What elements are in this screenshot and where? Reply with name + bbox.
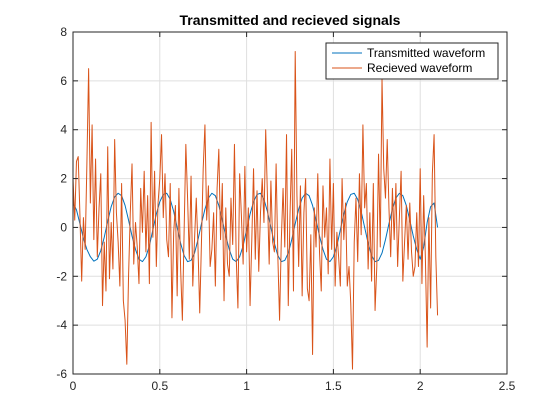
y-tick-label: 6 [60,74,67,88]
legend-label: Recieved waveform [367,61,472,75]
axes [72,31,508,375]
series-line-received [72,51,439,370]
legend-box [325,42,499,80]
y-tick-label: -2 [56,269,67,283]
y-tick-label: -4 [56,318,67,332]
y-tick-label: 8 [60,25,67,39]
x-tick-label: 2.5 [499,379,516,393]
x-tick-label: 1.5 [325,379,342,393]
x-tick-label: 2 [417,379,424,393]
y-tick-label: 0 [60,220,67,234]
x-tick-label: 0.5 [151,379,168,393]
legend-label: Transmitted waveform [367,46,485,60]
y-tick-label: -6 [56,367,67,381]
y-tick-label: 4 [60,123,67,137]
series-layer [72,51,439,370]
x-tick-label: 0 [70,379,77,393]
x-tick-label: 1 [243,379,250,393]
chart-title: Transmitted and recieved signals [180,12,401,28]
axes-box [72,31,508,375]
ticks: 0 0.5 1 1.5 2 2.5 -6 -4 -2 0 2 4 6 8 [56,25,515,393]
y-tick-label: 2 [60,172,67,186]
